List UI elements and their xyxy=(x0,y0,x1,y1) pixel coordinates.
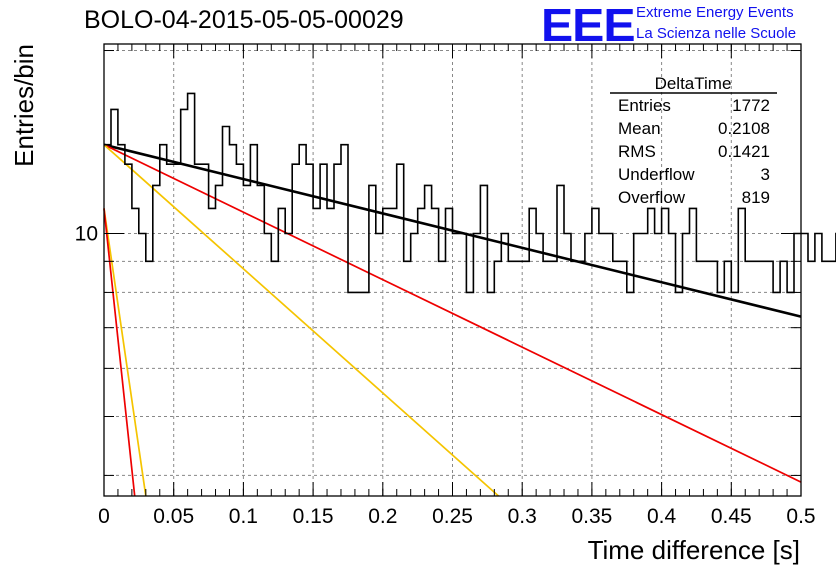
x-tick-label: 0.4 xyxy=(647,505,677,528)
x-tick-label: 0.2 xyxy=(368,505,397,528)
y-axis-title: Entries/bin xyxy=(9,44,39,167)
stats-label: Mean xyxy=(618,119,661,138)
org-line-1: Extreme Energy Events xyxy=(636,4,794,21)
tick-labels: 0 0.05 0.1 0.15 0.2 0.25 0.3 0.35 0.4 0.45 0.5 10 xyxy=(75,223,816,528)
fit-line-4 xyxy=(103,208,147,497)
stats-value: 1772 xyxy=(732,96,770,115)
fit-line-5 xyxy=(103,208,136,497)
stats-value: 0.2108 xyxy=(718,119,770,138)
organization-label: Extreme Energy Events La Scienza nelle S… xyxy=(636,2,796,44)
x-tick-label: 0.45 xyxy=(711,505,752,528)
x-tick-label: 0.5 xyxy=(786,505,815,528)
x-tick-label: 0.25 xyxy=(432,505,473,528)
fit-line-2 xyxy=(103,143,802,483)
histogram-steps xyxy=(104,92,836,294)
stats-box: DeltaTime Entries 1772 Mean 0.2108 RMS 0.1421… xyxy=(610,74,777,207)
x-tick-label: 0.35 xyxy=(571,505,612,528)
stats-label: Entries xyxy=(618,96,671,115)
x-tick-label: 0.3 xyxy=(508,505,537,528)
stats-value: 3 xyxy=(761,165,770,184)
org-line-2: La Scienza nelle Scuole xyxy=(636,25,797,42)
x-tick-label: 0.05 xyxy=(153,505,194,528)
axis-ticks xyxy=(103,44,802,496)
stats-label: RMS xyxy=(618,142,656,161)
histogram-bars xyxy=(104,92,836,294)
stats-value: 819 xyxy=(742,188,770,207)
x-tick-label: 0 xyxy=(98,505,110,528)
stats-label: Underflow xyxy=(618,165,695,184)
stats-label: Overflow xyxy=(618,188,686,207)
fit-line-3 xyxy=(103,144,500,497)
stats-rows: Entries 1772 Mean 0.2108 RMS 0.1421 Underflow 3… xyxy=(618,96,770,207)
x-axis-title: Time difference [s] xyxy=(588,535,800,565)
x-tick-label: 0.1 xyxy=(229,505,258,528)
grid-lines xyxy=(104,44,801,496)
eee-logo: EEE xyxy=(541,0,636,51)
x-tick-label: 0.15 xyxy=(293,505,334,528)
stats-value: 0.1421 xyxy=(718,142,770,161)
stats-title: DeltaTime xyxy=(655,74,732,93)
y-tick-label: 10 xyxy=(75,223,98,246)
histogram-title: BOLO-04-2015-05-05-00029 xyxy=(84,6,404,34)
